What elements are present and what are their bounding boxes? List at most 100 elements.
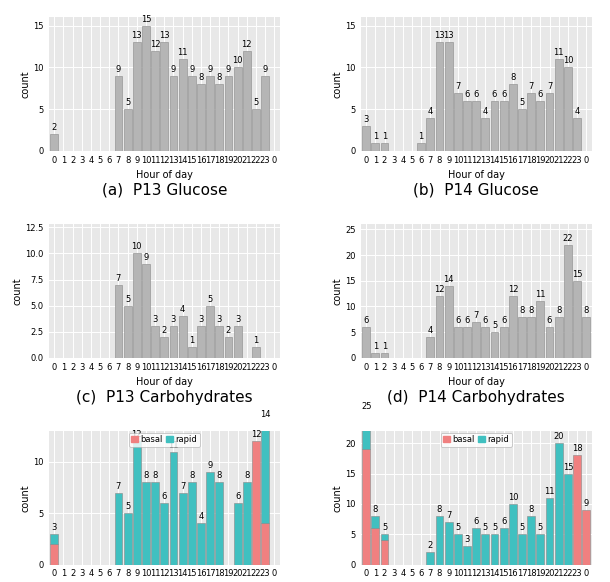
Bar [197, 84, 205, 151]
Text: 1: 1 [189, 336, 195, 345]
Text: 11: 11 [553, 48, 564, 57]
Text: 4: 4 [180, 305, 185, 314]
Text: 5: 5 [538, 523, 543, 532]
Text: 9: 9 [116, 65, 121, 74]
Text: 11: 11 [535, 290, 545, 299]
Text: 9: 9 [207, 461, 213, 470]
Bar [371, 528, 379, 565]
Text: 8: 8 [437, 505, 442, 514]
Text: 1: 1 [253, 336, 259, 345]
Bar [115, 76, 123, 151]
Text: 18: 18 [572, 445, 583, 453]
Text: 8: 8 [373, 505, 378, 514]
Text: 9: 9 [143, 253, 149, 262]
Text: 3: 3 [364, 115, 369, 124]
X-axis label: Hour of day: Hour of day [136, 171, 193, 180]
Text: 12: 12 [508, 285, 518, 294]
Text: 9: 9 [226, 65, 231, 74]
Bar [536, 534, 544, 565]
Text: 2: 2 [162, 326, 167, 335]
Text: 9: 9 [262, 65, 268, 74]
Bar [197, 523, 205, 565]
Bar [564, 474, 572, 565]
Bar [527, 516, 535, 565]
Text: 13: 13 [434, 31, 445, 41]
Text: 5: 5 [207, 294, 213, 304]
Bar [124, 109, 132, 151]
Bar [463, 546, 471, 565]
Bar [170, 327, 178, 358]
Text: 12: 12 [242, 40, 252, 49]
Text: 11: 11 [168, 441, 179, 450]
Bar [555, 59, 562, 151]
Text: 2: 2 [428, 541, 433, 551]
Text: 1: 1 [373, 132, 378, 141]
Text: (d)  P14 Carbohydrates: (d) P14 Carbohydrates [387, 390, 565, 404]
Bar [509, 296, 517, 358]
Bar [371, 516, 379, 528]
Text: 5: 5 [519, 98, 525, 107]
Bar [362, 126, 370, 151]
Bar [234, 503, 242, 565]
Text: 15: 15 [572, 269, 583, 279]
Text: 3: 3 [171, 315, 176, 324]
Text: 2: 2 [226, 326, 231, 335]
Bar [133, 254, 141, 358]
Bar [454, 534, 462, 565]
Bar [261, 76, 269, 151]
Bar [252, 109, 260, 151]
Bar [362, 449, 370, 565]
Text: 9: 9 [189, 65, 195, 74]
Bar [234, 327, 242, 358]
Bar [381, 534, 389, 540]
Text: 7: 7 [446, 511, 451, 520]
Bar [436, 296, 443, 358]
Bar [573, 455, 581, 565]
Bar [536, 101, 544, 151]
Text: 8: 8 [528, 306, 534, 315]
Bar [472, 101, 480, 151]
Text: 5: 5 [125, 98, 131, 107]
Bar [206, 306, 214, 358]
Bar [371, 143, 379, 151]
Text: 10: 10 [562, 56, 573, 66]
Bar [215, 482, 223, 565]
Legend: basal, rapid: basal, rapid [129, 432, 199, 446]
Bar [362, 327, 370, 358]
Text: 5: 5 [125, 502, 131, 511]
Text: 6: 6 [547, 316, 552, 325]
Text: 6: 6 [501, 316, 506, 325]
Text: 7: 7 [455, 81, 461, 91]
Text: 7: 7 [473, 311, 479, 320]
Text: 20: 20 [553, 432, 564, 441]
Text: 11: 11 [178, 48, 188, 57]
Text: 3: 3 [198, 315, 204, 324]
Text: 6: 6 [235, 492, 240, 501]
Text: 7: 7 [180, 482, 185, 491]
Bar [224, 337, 232, 358]
Y-axis label: count: count [332, 70, 343, 98]
Text: 7: 7 [116, 482, 121, 491]
Bar [51, 134, 58, 151]
Text: 3: 3 [464, 535, 470, 544]
Bar [426, 337, 434, 358]
Bar [243, 482, 251, 565]
Bar [545, 93, 553, 151]
Text: 6: 6 [464, 90, 470, 99]
Bar [160, 503, 168, 565]
Text: 11: 11 [544, 487, 554, 496]
Text: 1: 1 [373, 342, 378, 350]
Bar [436, 516, 443, 565]
Text: 4: 4 [428, 107, 433, 116]
Text: 25: 25 [361, 402, 371, 411]
Bar [463, 101, 471, 151]
X-axis label: Hour of day: Hour of day [448, 377, 504, 387]
Bar [142, 264, 150, 358]
Text: 1: 1 [418, 132, 424, 141]
Bar [555, 443, 562, 565]
Bar [142, 482, 150, 565]
Bar [188, 482, 196, 565]
Bar [454, 93, 462, 151]
Bar [170, 452, 178, 565]
Text: 9: 9 [584, 499, 589, 508]
